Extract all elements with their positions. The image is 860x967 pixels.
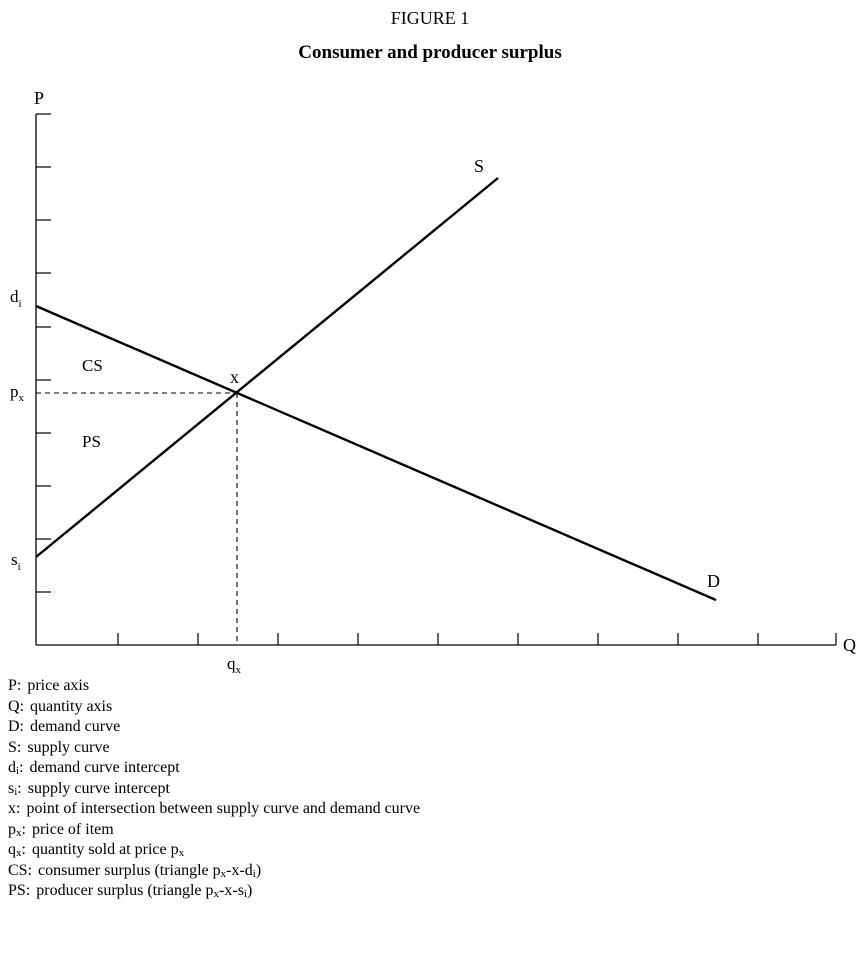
legend-key: P: [8, 677, 22, 694]
supply-curve [35, 177, 499, 558]
x-axis-label: Q [843, 635, 856, 655]
demand-intercept-label: di [10, 287, 22, 310]
demand-curve [35, 304, 717, 602]
legend-description: producer surplus (triangle px-x-si) [36, 882, 253, 900]
legend: P: price axis Q: quantity axis D: demand curv… [8, 676, 858, 902]
legend-key: D: [8, 718, 24, 735]
legend-description: demand curve intercept [29, 759, 180, 776]
legend-description: point of intersection between supply cur… [26, 800, 421, 817]
figure-title: Consumer and producer surplus [298, 42, 562, 63]
figure-number: FIGURE 1 [390, 8, 470, 28]
consumer-surplus-label: CS [82, 356, 103, 375]
legend-key: qx: [8, 841, 26, 859]
legend-key: CS: [8, 861, 33, 879]
legend-item: di: demand curve intercept [8, 758, 858, 779]
legend-item: Q: quantity axis [8, 697, 858, 718]
legend-item: si: supply curve intercept [8, 779, 858, 800]
y-axis-label: P [34, 88, 44, 108]
producer-surplus-label: PS [82, 432, 101, 451]
supply-label: S [474, 156, 484, 176]
legend-description: consumer surplus (triangle px-x-di) [38, 861, 262, 880]
quantity-label: qx [227, 654, 242, 676]
legend-key: PS: [8, 882, 31, 899]
supply-intercept-label: si [11, 550, 21, 573]
legend-item: px: price of item [8, 820, 858, 841]
legend-item: PS: producer surplus (triangle px-x-si) [8, 881, 858, 902]
legend-key: si: [8, 779, 22, 798]
legend-description: supply curve [27, 738, 110, 756]
legend-key: px: [8, 820, 26, 839]
legend-item: P: price axis [8, 676, 858, 697]
legend-key: x: [8, 800, 21, 817]
legend-description: price axis [27, 677, 90, 694]
legend-description: demand curve [30, 718, 121, 735]
legend-description: price of item [31, 820, 114, 838]
legend-item: D: demand curve [8, 717, 858, 738]
legend-item: x: point of intersection between supply c… [8, 799, 858, 820]
legend-description: supply curve intercept [27, 779, 170, 797]
legend-description: quantity axis [30, 697, 113, 715]
intersection-label: x [230, 367, 239, 387]
demand-label: D [707, 571, 720, 591]
legend-key: di: [8, 759, 24, 777]
price-axis-ticks [36, 113, 51, 593]
legend-item: S: supply curve [8, 738, 858, 759]
legend-item: qx: quantity sold at price px [8, 840, 858, 861]
legend-key: Q: [8, 697, 24, 715]
quantity-axis-ticks [117, 633, 837, 645]
legend-key: S: [8, 738, 22, 756]
legend-item: CS: consumer surplus (triangle px-x-di) [8, 861, 858, 882]
legend-description: quantity sold at price px [31, 841, 185, 859]
price-label: px [10, 382, 25, 404]
